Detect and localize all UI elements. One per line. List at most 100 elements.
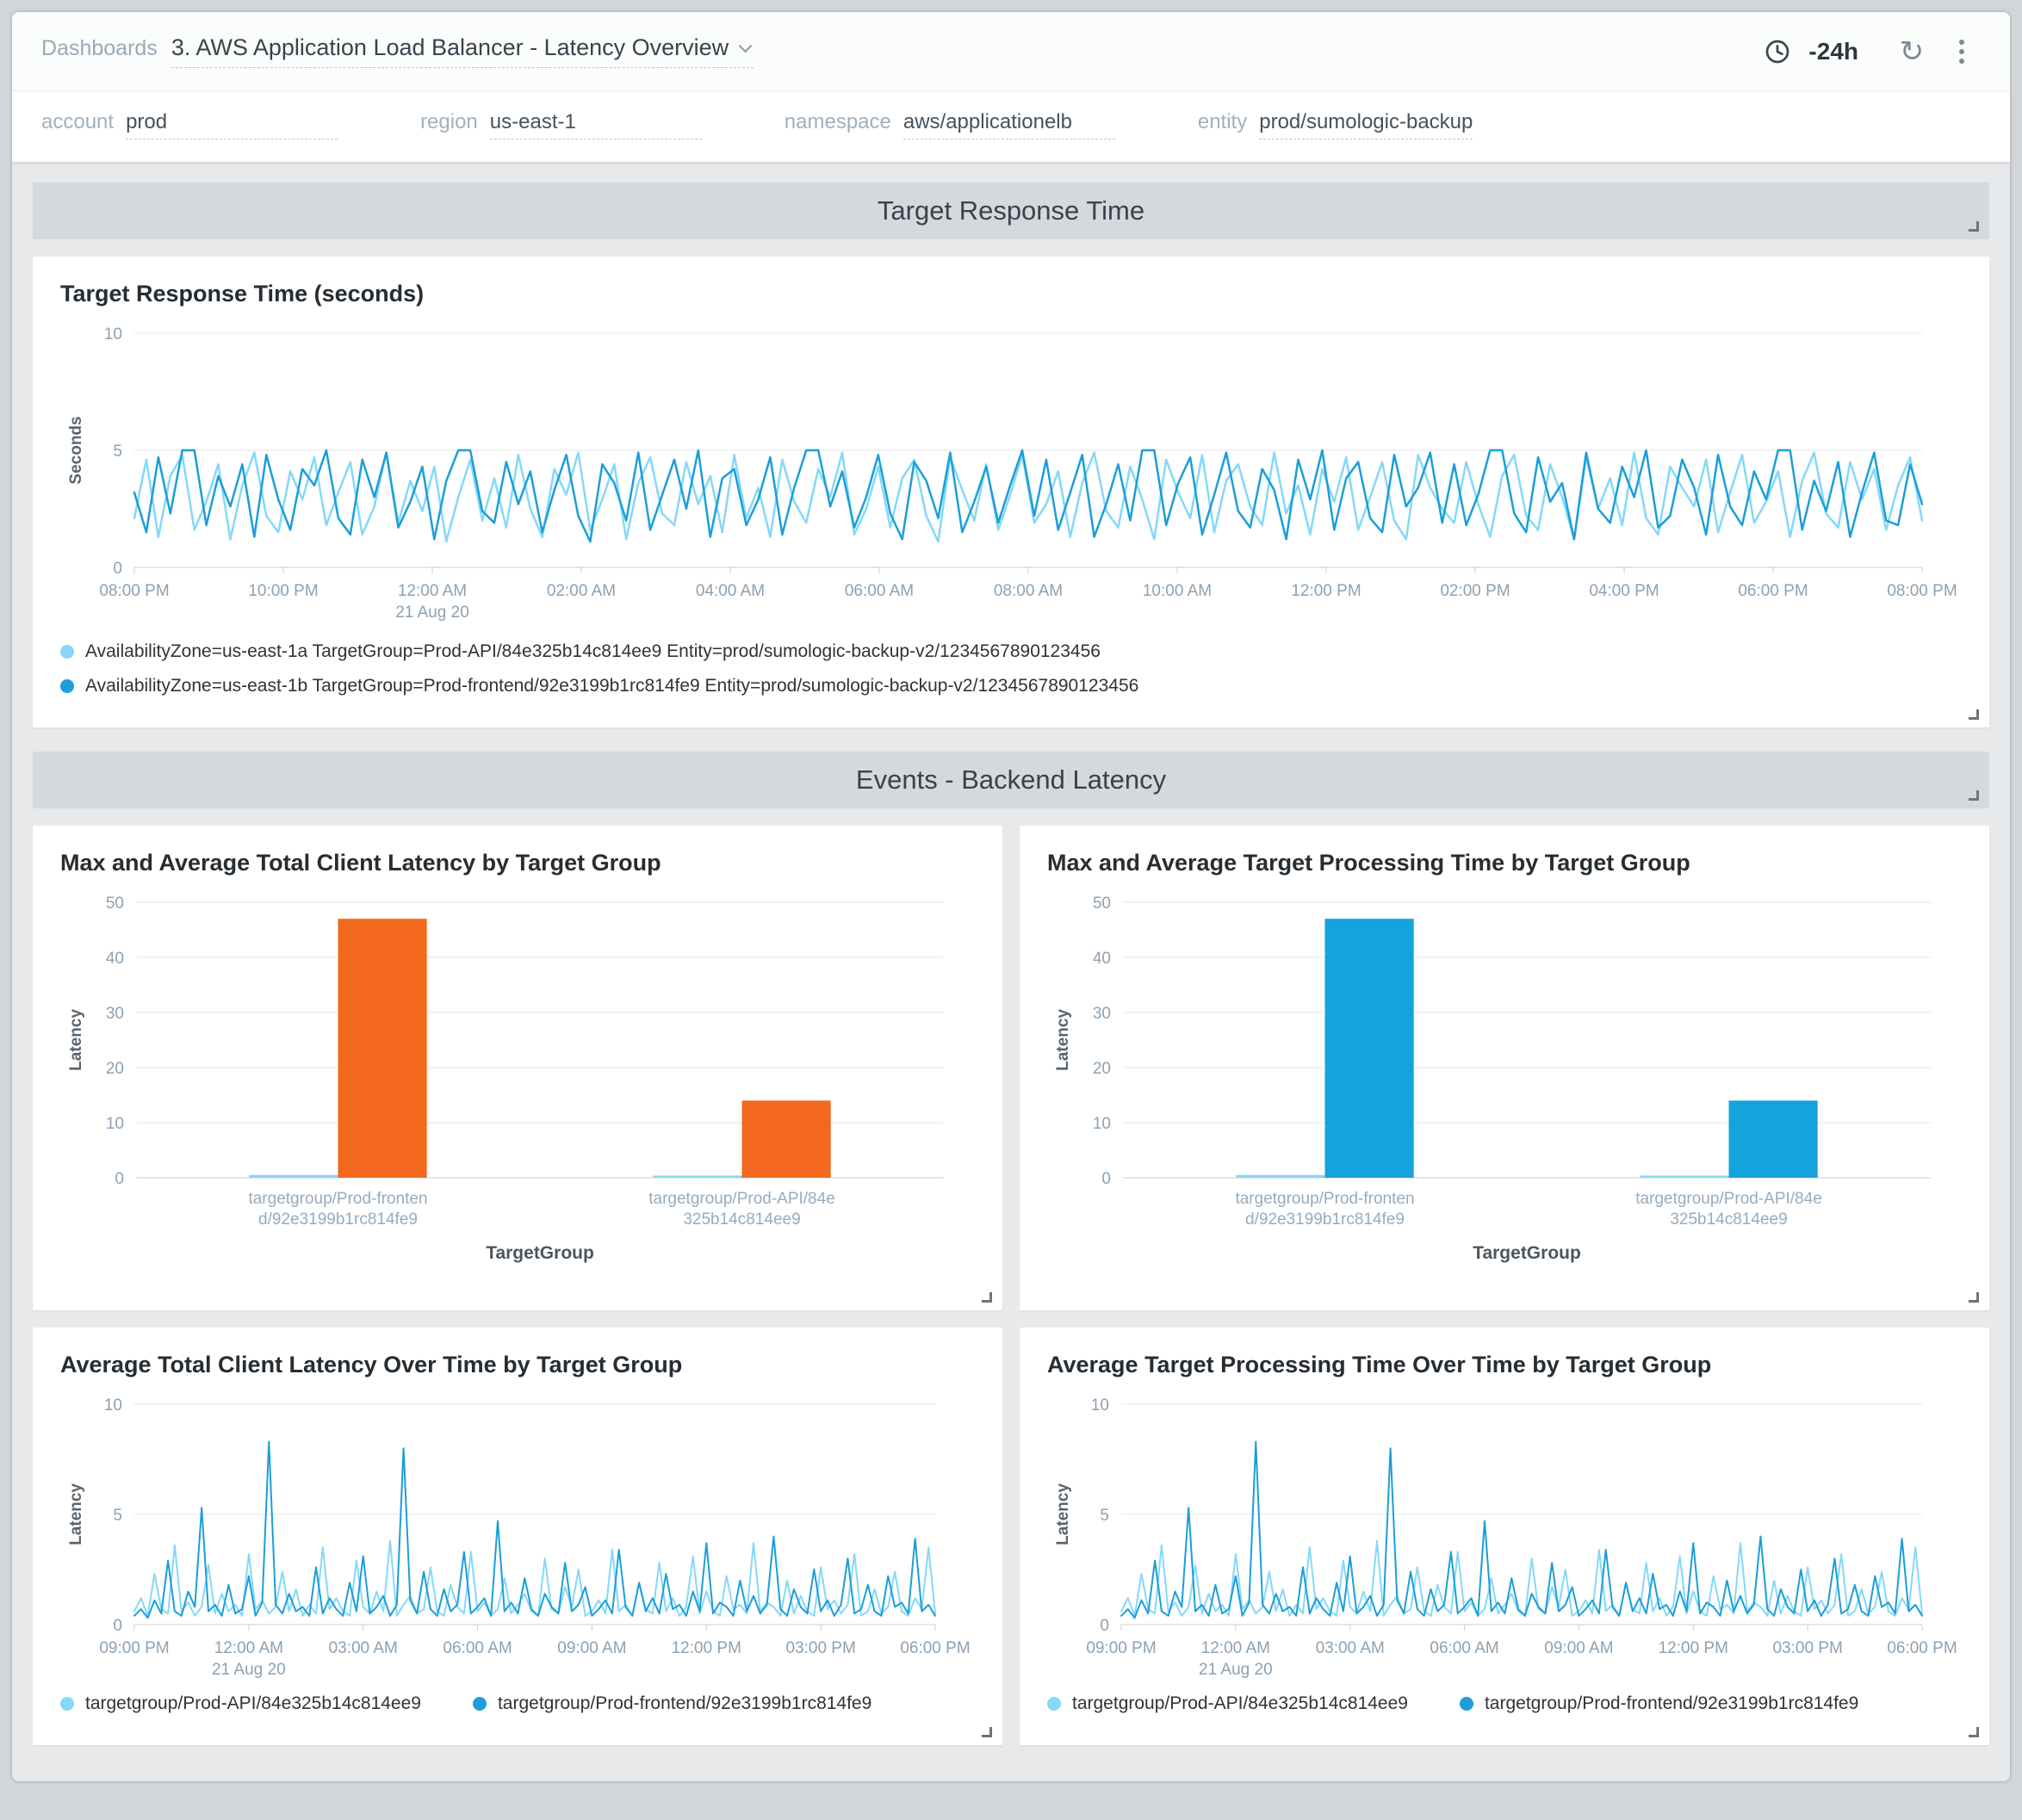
svg-text:TargetGroup: TargetGroup — [486, 1243, 594, 1263]
time-range-clock-icon[interactable] — [1758, 33, 1796, 71]
chart-title: Max and Average Total Client Latency by … — [60, 850, 661, 876]
chart-title: Average Total Client Latency Over Time b… — [60, 1352, 683, 1377]
svg-text:0: 0 — [113, 560, 122, 578]
processing-time-time-chart[interactable]: 0 5 10 09:00 PM 12:00 AM 21 Aug 20 03:00 AM 06:… — [1047, 1392, 1962, 1681]
svg-text:5: 5 — [113, 443, 122, 461]
resize-corner-icon[interactable] — [1969, 790, 1979, 801]
svg-text:12:00 AM: 12:00 AM — [1201, 1639, 1270, 1657]
filter-entity-value[interactable]: prod/sumologic-backup — [1259, 110, 1473, 139]
svg-text:Latency: Latency — [67, 1483, 85, 1545]
legend-item[interactable]: targetgroup/Prod-API/84e325b14c814ee9 — [1047, 1693, 1408, 1714]
resize-corner-icon[interactable] — [982, 1292, 992, 1303]
legend-dot — [472, 1697, 487, 1711]
filter-namespace-label: namespace — [784, 110, 891, 133]
resize-corner-icon[interactable] — [982, 1727, 992, 1737]
svg-text:Seconds: Seconds — [67, 416, 85, 484]
kebab-menu-icon[interactable] — [1943, 33, 1981, 71]
svg-text:08:00 PM: 08:00 PM — [99, 582, 169, 600]
client-latency-bar-chart[interactable]: 0 10 20 30 40 50 Latency targetgroup/Prod-front… — [60, 890, 975, 1279]
time-series-row: Average Total Client Latency Over Time b… — [33, 1328, 1989, 1745]
chart-legend: targetgroup/Prod-API/84e325b14c814ee9 tar… — [1047, 1693, 1962, 1714]
page-title: 3. AWS Application Load Balancer - Laten… — [171, 34, 729, 60]
dashboard-body: Target Response Time Target Response Tim… — [12, 162, 2010, 1781]
refresh-icon[interactable]: ↻ — [1893, 33, 1931, 71]
filter-account-label: account — [41, 110, 115, 133]
svg-text:03:00 AM: 03:00 AM — [329, 1639, 398, 1657]
legend-item[interactable]: targetgroup/Prod-API/84e325b14c814ee9 — [60, 1693, 421, 1714]
legend-item[interactable]: targetgroup/Prod-frontend/92e3199b1rc814… — [472, 1693, 871, 1714]
panel-target-response-time: Target Response Time (seconds) 0 5 10 08:00… — [33, 257, 1989, 727]
svg-text:02:00 AM: 02:00 AM — [547, 582, 616, 600]
svg-text:08:00 PM: 08:00 PM — [1887, 582, 1957, 600]
filter-namespace-value[interactable]: aws/applicationelb — [902, 110, 1115, 139]
legend-dot — [60, 679, 74, 693]
target-response-time-chart[interactable]: 0 5 10 08:00 PM 10:00 PM 12:00 AM 21 Aug 20 02:… — [60, 321, 1962, 624]
top-bar-actions: -24h ↻ — [1758, 33, 1981, 71]
panel-avg-processing-time-over-time: Average Target Processing Time Over Time… — [1020, 1328, 1989, 1745]
legend-dot — [1047, 1697, 1061, 1711]
svg-text:02:00 PM: 02:00 PM — [1440, 582, 1510, 600]
clock-icon-svg — [1766, 40, 1789, 63]
svg-text:targetgroup/Prod-fronten: targetgroup/Prod-fronten — [248, 1190, 427, 1208]
section-header-target-response-time: Target Response Time — [33, 183, 1989, 239]
chevron-down-icon — [738, 39, 753, 53]
svg-text:TargetGroup: TargetGroup — [1473, 1243, 1581, 1263]
resize-corner-icon[interactable] — [1969, 709, 1979, 720]
top-bar: Dashboards 3. AWS Application Load Balan… — [12, 12, 2010, 91]
svg-text:04:00 PM: 04:00 PM — [1589, 582, 1659, 600]
legend-label: targetgroup/Prod-API/84e325b14c814ee9 — [1072, 1693, 1408, 1713]
processing-time-bar-chart[interactable]: 0 10 20 30 40 50 Latency targetgroup/Prod-front… — [1047, 890, 1962, 1279]
svg-text:03:00 AM: 03:00 AM — [1316, 1639, 1385, 1657]
svg-text:0: 0 — [1101, 1170, 1111, 1188]
svg-text:Latency: Latency — [1054, 1009, 1072, 1071]
resize-corner-icon[interactable] — [1969, 1727, 1979, 1737]
svg-text:09:00 AM: 09:00 AM — [1544, 1639, 1613, 1657]
resize-corner-icon[interactable] — [1969, 221, 1979, 232]
bar-charts-row: Max and Average Total Client Latency by … — [33, 826, 1989, 1310]
svg-text:21 Aug 20: 21 Aug 20 — [1199, 1661, 1273, 1679]
svg-text:d/92e3199b1rc814fe9: d/92e3199b1rc814fe9 — [1245, 1210, 1405, 1229]
svg-text:21 Aug 20: 21 Aug 20 — [395, 604, 469, 622]
svg-text:325b14c814ee9: 325b14c814ee9 — [683, 1210, 800, 1229]
svg-text:06:00 AM: 06:00 AM — [845, 582, 914, 600]
svg-text:08:00 AM: 08:00 AM — [994, 582, 1063, 600]
svg-text:targetgroup/Prod-API/84e: targetgroup/Prod-API/84e — [648, 1190, 835, 1208]
kebab-dots — [1959, 48, 1964, 54]
svg-text:10: 10 — [104, 325, 122, 344]
breadcrumb-dashboards-link[interactable]: Dashboards — [41, 36, 158, 60]
resize-corner-icon[interactable] — [1969, 1292, 1979, 1303]
svg-text:10:00 PM: 10:00 PM — [248, 582, 318, 600]
legend-label: AvailabilityZone=us-east-1a TargetGroup=… — [85, 641, 1101, 661]
filter-region-value[interactable]: us-east-1 — [489, 110, 702, 139]
chart-title: Target Response Time (seconds) — [60, 281, 425, 306]
legend-item[interactable]: AvailabilityZone=us-east-1b TargetGroup=… — [60, 676, 1962, 696]
legend-dot — [60, 1697, 74, 1711]
svg-text:12:00 PM: 12:00 PM — [1291, 582, 1361, 600]
svg-text:20: 20 — [1093, 1060, 1111, 1078]
filter-account-value[interactable]: prod — [126, 110, 338, 139]
filter-entity-label: entity — [1197, 110, 1248, 133]
filter-account: account prod — [41, 110, 338, 139]
legend-label: targetgroup/Prod-frontend/92e3199b1rc814… — [1484, 1693, 1859, 1713]
time-range-value[interactable]: -24h — [1808, 37, 1858, 65]
svg-text:Latency: Latency — [1054, 1483, 1072, 1545]
svg-text:06:00 AM: 06:00 AM — [443, 1639, 512, 1657]
filter-region-label: region — [420, 110, 478, 133]
legend-item[interactable]: AvailabilityZone=us-east-1a TargetGroup=… — [60, 641, 1962, 662]
svg-text:Latency: Latency — [67, 1009, 85, 1071]
svg-text:0: 0 — [115, 1170, 124, 1188]
panel-max-avg-processing-time: Max and Average Target Processing Time b… — [1020, 826, 1989, 1310]
filter-entity: entity prod/sumologic-backup — [1198, 110, 1473, 139]
legend-label: targetgroup/Prod-API/84e325b14c814ee9 — [85, 1693, 421, 1713]
svg-text:06:00 PM: 06:00 PM — [1887, 1639, 1957, 1657]
dashboard-title-dropdown[interactable]: 3. AWS Application Load Balancer - Laten… — [171, 34, 754, 68]
client-latency-time-chart[interactable]: 0 5 10 09:00 PM 12:00 AM 21 Aug 20 03:00 AM 06:… — [60, 1392, 975, 1681]
legend-item[interactable]: targetgroup/Prod-frontend/92e3199b1rc814… — [1459, 1693, 1859, 1714]
section-header-events-backend-latency: Events - Backend Latency — [33, 752, 1989, 808]
svg-text:30: 30 — [1093, 1005, 1111, 1023]
svg-text:10:00 AM: 10:00 AM — [1143, 582, 1212, 600]
svg-text:40: 40 — [1093, 950, 1111, 968]
legend-dot — [60, 645, 74, 659]
svg-text:12:00 AM: 12:00 AM — [398, 582, 467, 600]
svg-text:50: 50 — [1093, 895, 1111, 913]
